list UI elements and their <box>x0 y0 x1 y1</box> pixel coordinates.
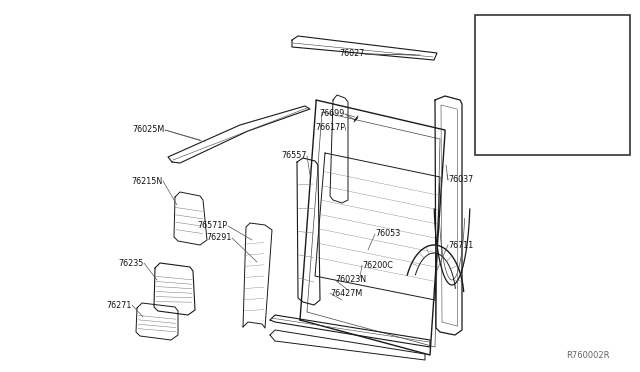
Text: 76215N: 76215N <box>132 176 163 186</box>
Text: 76557: 76557 <box>282 151 307 160</box>
Text: 77601: 77601 <box>598 108 623 116</box>
Text: 76617P: 76617P <box>315 122 345 131</box>
Text: 76711: 76711 <box>448 241 473 250</box>
Text: R760002R: R760002R <box>566 350 610 359</box>
Text: 76571P: 76571P <box>198 221 228 231</box>
Text: 76699: 76699 <box>319 109 345 119</box>
Text: 76427M: 76427M <box>330 289 362 298</box>
Text: 76291: 76291 <box>207 234 232 243</box>
Bar <box>475 15 630 155</box>
Text: 76039: 76039 <box>487 23 512 32</box>
Text: 76025M: 76025M <box>132 125 165 135</box>
Text: 76271: 76271 <box>107 301 132 310</box>
Text: 76053: 76053 <box>375 230 400 238</box>
Text: 76235: 76235 <box>118 259 144 267</box>
Text: 76027: 76027 <box>340 49 365 58</box>
Text: 76200C: 76200C <box>362 260 393 269</box>
Text: 76037: 76037 <box>448 176 473 185</box>
Text: 76023N: 76023N <box>335 276 366 285</box>
